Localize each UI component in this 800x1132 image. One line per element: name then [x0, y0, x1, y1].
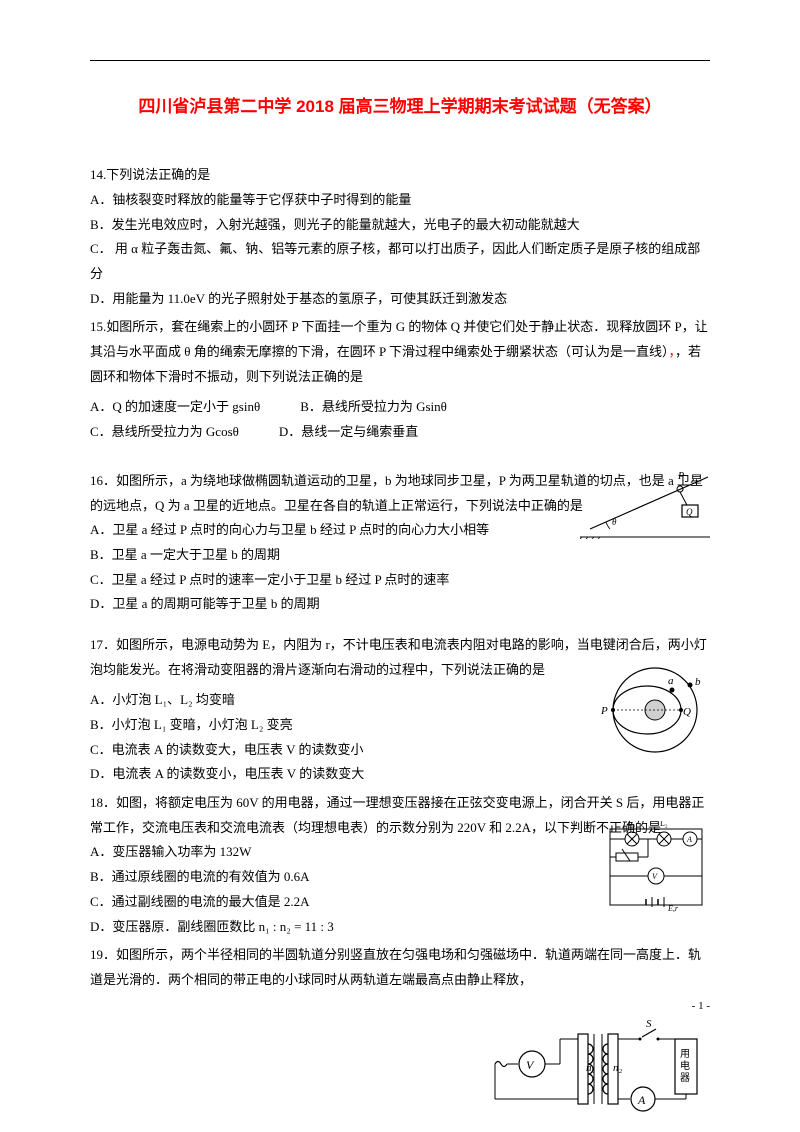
label-P16: P [600, 705, 608, 717]
label-A18: A [637, 1093, 646, 1107]
label-Q16: Q [683, 706, 691, 718]
q15-D: D．悬线一定与绳索垂直 [279, 420, 418, 445]
content: 14.下列说法正确的是 A．铀核裂变时释放的能量等于它俘获中子时得到的能量 B．… [90, 163, 710, 992]
fig-q18: V n₁ n₂ S 用 电 器 A [490, 1019, 700, 1129]
fig-q16: a b P Q [595, 665, 710, 755]
label-b: b [695, 676, 701, 688]
label-L1: L₁ [628, 821, 636, 828]
label-load2: 电 [680, 1059, 690, 1072]
label-P: P [677, 471, 684, 482]
label-n1: n₁ [586, 1062, 596, 1074]
q17-D: D．电流表 A 的读数变小，电压表 V 的读数变大 [90, 762, 710, 787]
q15-B: B．悬线所受拉力为 Gsinθ [300, 395, 447, 420]
q18-D: D．变压器原．副线圈匝数比 n₁ : n₂ = 11 : 3 [90, 915, 710, 940]
q15-stem1: 15.如图所示，套在绳索上的小圆环 P 下面挂一个重为 G 的物体 Q 并使它们… [90, 319, 708, 359]
q14-B: B．发生光电效应时，入射光越强，则光子的能量就越大，光电子的最大初动能就越大 [90, 213, 710, 238]
page-title: 四川省泸县第二中学 2018 届高三物理上学期期末考试试题（无答案） [90, 91, 710, 123]
q14-stem: 14.下列说法正确的是 [90, 163, 710, 188]
q19: 19．如图所示，两个半径相同的半圆轨道分别竖直放在匀强电场和匀强磁场中．轨道两端… [90, 943, 710, 992]
q16-C: C．卫星 a 经过 P 点时的速率一定小于卫星 b 经过 P 点时的速率 [90, 568, 710, 593]
q14: 14.下列说法正确的是 A．铀核裂变时释放的能量等于它俘获中子时得到的能量 B．… [90, 163, 710, 311]
q15-A: A．Q 的加速度一定小于 gsinθ [90, 395, 260, 420]
q15: 15.如图所示，套在绳索上的小圆环 P 下面挂一个重为 G 的物体 Q 并使它们… [90, 315, 710, 444]
label-load1: 用 [680, 1049, 690, 1060]
fig-q17: L₁ L₂ A V E,r [602, 821, 710, 913]
q14-A: A．铀核裂变时释放的能量等于它俘获中子时得到的能量 [90, 188, 710, 213]
q16-D: D．卫星 a 的周期可能等于卫星 b 的周期 [90, 592, 710, 617]
label-L2: L₂ [660, 821, 668, 828]
q15-C: C．悬线所受拉力为 Gcosθ [90, 420, 239, 445]
label-V18: V [526, 1058, 535, 1072]
label-a: a [668, 675, 674, 687]
label-theta: θ [612, 517, 617, 527]
label-S: S [646, 1019, 652, 1030]
label-n2: n₂ [613, 1062, 623, 1074]
q14-C: C． 用 α 粒子轰击氮、氟、钠、铝等元素的原子核，都可以打出质子，因此人们断定… [90, 237, 710, 286]
q19-stem: 19．如图所示，两个半径相同的半圆轨道分别竖直放在匀强电场和匀强磁场中．轨道两端… [90, 943, 710, 992]
label-A: A [686, 835, 692, 844]
label-Er: E,r [667, 904, 679, 913]
label-V: V [652, 872, 658, 881]
label-Q: Q [686, 507, 693, 517]
top-rule [90, 60, 710, 61]
q16-B: B．卫星 a 一定大于卫星 b 的周期 [90, 543, 710, 568]
fig-q15: P Q θ [580, 469, 710, 539]
page-number: - 1 - [692, 996, 710, 1017]
label-load3: 器 [680, 1072, 690, 1084]
q14-D: D．用能量为 11.0eV 的光子照射处于基态的氢原子，可使其跃迁到激发态 [90, 287, 710, 312]
